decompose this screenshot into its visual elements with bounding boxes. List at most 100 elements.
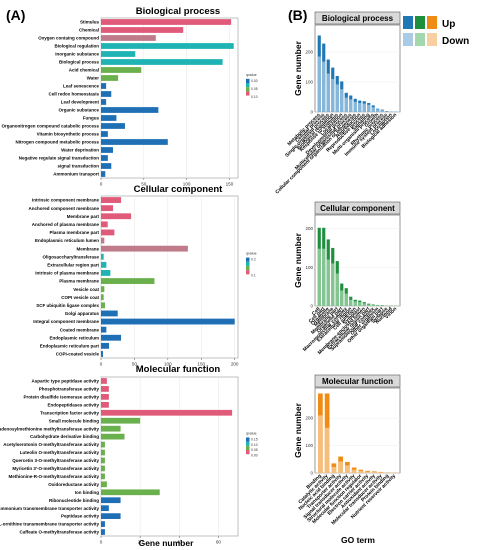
bar (101, 139, 168, 145)
y-tick-label: 200 (305, 226, 313, 231)
category-label: Peptidase activity (61, 514, 100, 519)
category-label: Acid chemical (69, 68, 99, 73)
category-label: signal transduction (57, 164, 99, 169)
bar (101, 155, 108, 161)
category-label: Cell redox homeostasis (48, 92, 99, 97)
bar-down (318, 415, 323, 473)
bar-down (376, 109, 380, 112)
bar-down (371, 304, 375, 306)
qvalue-legend-swatch (246, 261, 250, 266)
category-label: Chemical (79, 28, 99, 33)
bar-down (362, 303, 366, 306)
qvalue-legend-swatch (246, 441, 250, 446)
qvalue-legend-label: 0.05 (251, 87, 258, 91)
category-label: Endoplasmic reticulum lumen (35, 238, 99, 243)
x-tick-label: 50 (132, 362, 138, 367)
bar-down (372, 471, 377, 473)
bar (101, 205, 114, 212)
y-tick-label: 100 (305, 265, 313, 270)
category-label: Negative regulate signal transduction (19, 156, 100, 161)
bar-down (324, 427, 330, 473)
bar (101, 51, 136, 57)
legend-swatch-down-bp (403, 33, 413, 46)
bar-down (351, 469, 357, 473)
bar (101, 334, 122, 341)
qvalue-legend-title: qvalue (246, 431, 257, 435)
qvalue-legend-label: 0.15 (251, 437, 258, 441)
bar-down (317, 56, 321, 112)
x-tick-label: 0 (100, 540, 103, 545)
category-label: Cell (311, 306, 322, 317)
bar (101, 261, 107, 268)
bar (101, 394, 109, 400)
x-tick-label: 150 (197, 362, 205, 367)
category-label: Membrane (76, 246, 99, 251)
bar-down (362, 103, 366, 112)
bar (101, 147, 113, 153)
bar (101, 123, 125, 129)
y-tick-label: 100 (305, 80, 313, 85)
bar-down (335, 84, 339, 112)
bar-down (367, 304, 371, 306)
category-label: Coated membrane (60, 327, 100, 332)
bar-down (371, 107, 375, 112)
plot-frame (100, 195, 239, 359)
x-tick-label: 0 (100, 182, 103, 187)
qvalue-legend-label: 0.1 (251, 274, 256, 278)
category-label: Organic substance (58, 108, 99, 113)
category-label: Anchored component membrane (28, 206, 99, 211)
qvalue-legend-title: qvalue (246, 252, 257, 256)
bar-down (335, 273, 339, 306)
bar-down (322, 248, 326, 306)
category-label: Luteolin O-methyltransferase activity (20, 450, 100, 455)
category-label: Inorganic substance (55, 52, 99, 57)
bar (101, 465, 105, 472)
y-axis-label: Gene number (293, 40, 303, 95)
bar-down (344, 293, 348, 306)
bar-down (378, 472, 384, 473)
category-label: Endoplasmic reticulum part (40, 343, 100, 348)
category-label: Phosphotransferase activity (39, 387, 100, 392)
bar (101, 433, 125, 440)
qvalue-legend-swatch (246, 78, 250, 83)
bar (101, 294, 104, 301)
bar (101, 163, 112, 169)
bar (101, 67, 142, 73)
bar (101, 409, 233, 416)
category-label: Intrinsic component membrane (32, 198, 100, 203)
bar (101, 457, 105, 464)
category-label: Membrane part (67, 214, 100, 219)
category-label: Aspartic type peptidase activity (31, 379, 99, 384)
y-tick-label: 0 (310, 110, 313, 115)
qvalue-legend-swatch (246, 91, 250, 96)
category-label: Oxidoreductase activity (48, 482, 99, 487)
category-label: Leaf senescence (63, 84, 100, 89)
bar (101, 318, 235, 325)
qvalue-legend-swatch (246, 83, 250, 88)
y-tick-label: 200 (305, 416, 313, 421)
x-tick-label: 150 (226, 182, 234, 187)
category-label: Acetylserotonin O-methyltransferase acti… (3, 442, 99, 447)
qvalue-legend-label: 0.2 (251, 258, 256, 262)
y-tick-label: 200 (305, 50, 313, 55)
x-tick-label: 100 (183, 182, 191, 187)
bar (101, 278, 155, 284)
bar-down (358, 302, 362, 306)
category-label: COPI-coated vesicle (56, 352, 100, 357)
bar (101, 310, 118, 317)
category-label: Extracellular region part (47, 262, 99, 267)
category-label: Intrinsic of plasma membrane (35, 271, 99, 276)
y-tick-label: 0 (310, 304, 313, 309)
qvalue-legend-swatch (246, 437, 250, 442)
legend-swatch-down-mf (427, 33, 437, 46)
x-tick-label: 60 (216, 540, 222, 545)
chart-title: Molecular function (136, 364, 221, 375)
qvalue-legend-swatch (246, 87, 250, 92)
category-label: Oligosaccharyltransferase (42, 254, 99, 259)
bar (101, 107, 159, 113)
legend-swatch-up-mf (427, 16, 437, 29)
qvalue-legend-label: 0.00 (251, 79, 258, 83)
category-label: Ion binding (75, 490, 99, 495)
